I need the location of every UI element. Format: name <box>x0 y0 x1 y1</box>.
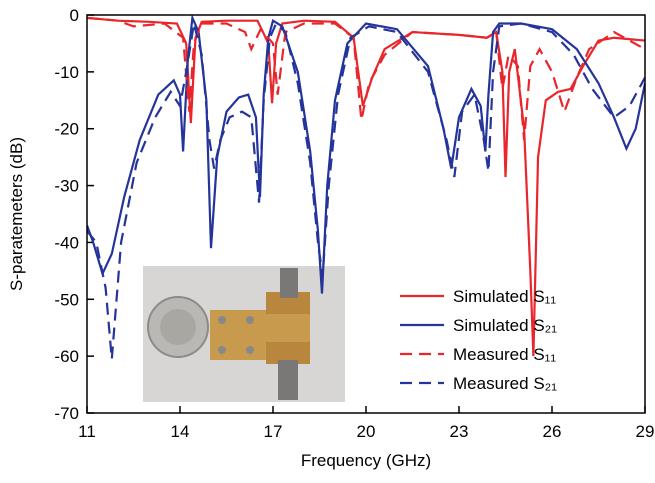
x-tick-label: 14 <box>171 422 190 441</box>
y-tick-label: -20 <box>54 120 79 139</box>
series-line <box>87 16 645 141</box>
y-tick-label: -60 <box>54 347 79 366</box>
x-tick-label: 26 <box>543 422 562 441</box>
series-line <box>87 15 645 294</box>
x-tick-label: 11 <box>78 422 96 441</box>
x-tick-label: 17 <box>264 422 283 441</box>
y-tick-label: -50 <box>54 290 79 309</box>
x-tick-label: 29 <box>636 422 655 441</box>
y-tick-label: 0 <box>70 6 79 25</box>
y-tick-label: -10 <box>54 63 79 82</box>
x-tick-label: 23 <box>450 422 469 441</box>
legend-label: Simulated S₁₁ <box>453 287 556 306</box>
legend-label: Measured S₁₁ <box>453 345 556 364</box>
x-axis-label: Frequency (GHz) <box>301 451 431 470</box>
legend-label: Simulated S₂₁ <box>453 316 557 335</box>
y-axis-label: S-paratemeters (dB) <box>7 137 26 291</box>
y-tick-label: -30 <box>54 177 79 196</box>
x-tick-label: 20 <box>357 422 376 441</box>
y-tick-label: -40 <box>54 233 79 252</box>
plot-frame <box>86 14 646 414</box>
legend-label: Measured S₂₁ <box>453 374 557 393</box>
series-line <box>87 21 645 360</box>
inset-photo <box>143 266 345 402</box>
y-tick-label: -70 <box>54 404 79 423</box>
